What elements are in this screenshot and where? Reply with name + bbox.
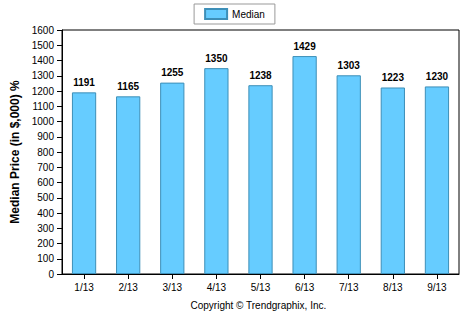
svg-text:1165: 1165 <box>117 81 139 92</box>
svg-text:700: 700 <box>37 162 54 173</box>
svg-text:0: 0 <box>48 269 54 280</box>
svg-text:1600: 1600 <box>32 25 55 36</box>
svg-text:1238: 1238 <box>249 70 272 81</box>
svg-text:9/13: 9/13 <box>427 282 447 293</box>
svg-text:400: 400 <box>37 208 54 219</box>
svg-text:Median: Median <box>232 9 265 20</box>
svg-text:500: 500 <box>37 192 54 203</box>
svg-text:7/13: 7/13 <box>339 282 359 293</box>
svg-text:1230: 1230 <box>426 71 449 82</box>
svg-text:600: 600 <box>37 177 54 188</box>
svg-text:300: 300 <box>37 223 54 234</box>
svg-text:1303: 1303 <box>338 60 361 71</box>
svg-text:4/13: 4/13 <box>207 282 227 293</box>
svg-text:1223: 1223 <box>382 72 405 83</box>
svg-text:1255: 1255 <box>161 67 184 78</box>
svg-text:1429: 1429 <box>293 41 316 52</box>
svg-text:1000: 1000 <box>32 116 55 127</box>
svg-text:1500: 1500 <box>32 40 55 51</box>
svg-text:2/13: 2/13 <box>118 282 138 293</box>
svg-text:3/13: 3/13 <box>163 282 183 293</box>
svg-text:1100: 1100 <box>32 101 54 112</box>
svg-text:1/13: 1/13 <box>74 282 94 293</box>
svg-text:100: 100 <box>37 253 54 264</box>
svg-text:1191: 1191 <box>73 77 95 88</box>
svg-text:6/13: 6/13 <box>295 282 315 293</box>
svg-text:Copyright © Trendgraphix, Inc.: Copyright © Trendgraphix, Inc. <box>191 300 327 311</box>
svg-text:1400: 1400 <box>32 55 55 66</box>
svg-text:Median Price (in $,000) %: Median Price (in $,000) % <box>8 80 22 224</box>
svg-text:5/13: 5/13 <box>251 282 271 293</box>
svg-text:800: 800 <box>37 147 54 158</box>
svg-text:1200: 1200 <box>32 86 55 97</box>
svg-text:1350: 1350 <box>205 53 228 64</box>
svg-text:8/13: 8/13 <box>383 282 403 293</box>
svg-text:1300: 1300 <box>32 70 55 81</box>
svg-text:200: 200 <box>37 238 54 249</box>
svg-text:900: 900 <box>37 131 54 142</box>
